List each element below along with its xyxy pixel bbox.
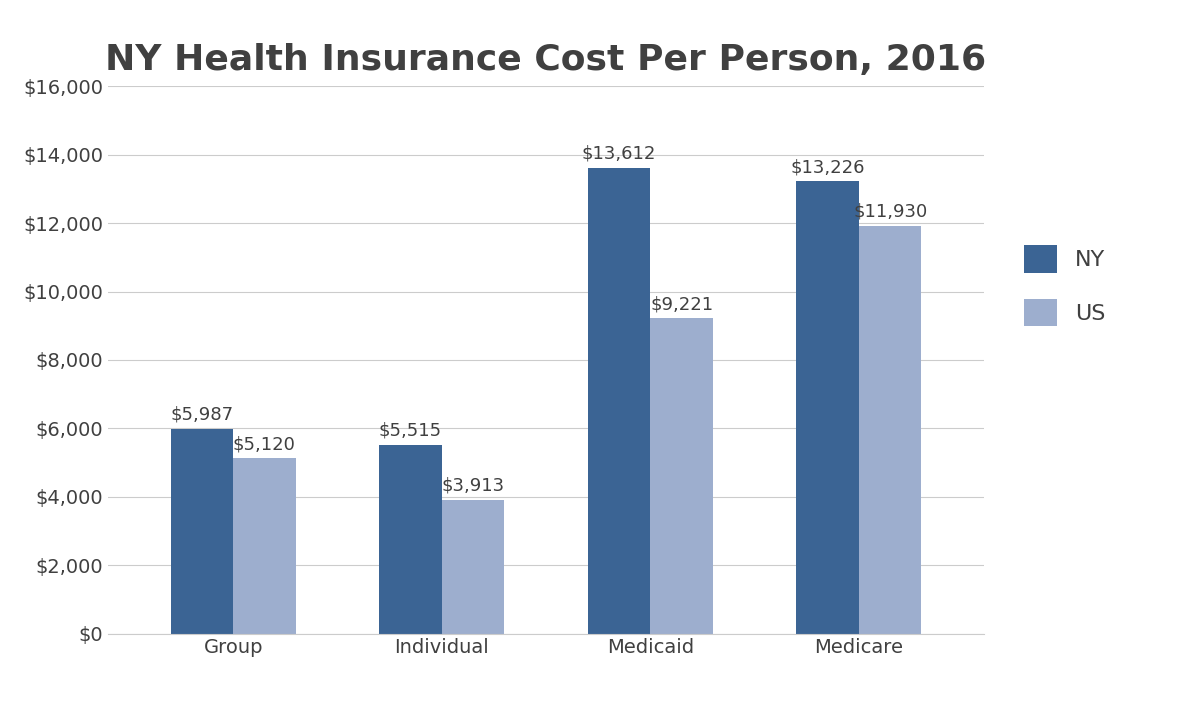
Bar bbox=[859, 225, 922, 634]
Text: $5,987: $5,987 bbox=[170, 405, 234, 423]
Bar bbox=[650, 318, 713, 634]
Text: $13,612: $13,612 bbox=[582, 145, 656, 163]
Legend: NY, US: NY, US bbox=[1013, 234, 1116, 338]
Text: $5,120: $5,120 bbox=[233, 436, 296, 454]
Bar bbox=[588, 168, 650, 634]
Text: $5,515: $5,515 bbox=[379, 422, 442, 440]
Bar bbox=[379, 445, 442, 634]
Bar bbox=[797, 181, 859, 634]
Bar bbox=[170, 429, 233, 634]
Text: $9,221: $9,221 bbox=[650, 295, 713, 313]
Bar bbox=[233, 459, 295, 634]
Text: $11,930: $11,930 bbox=[853, 202, 928, 220]
Text: $3,913: $3,913 bbox=[442, 477, 504, 495]
Text: $13,226: $13,226 bbox=[791, 158, 865, 176]
Bar bbox=[442, 500, 504, 634]
Title: NY Health Insurance Cost Per Person, 2016: NY Health Insurance Cost Per Person, 201… bbox=[106, 42, 986, 77]
